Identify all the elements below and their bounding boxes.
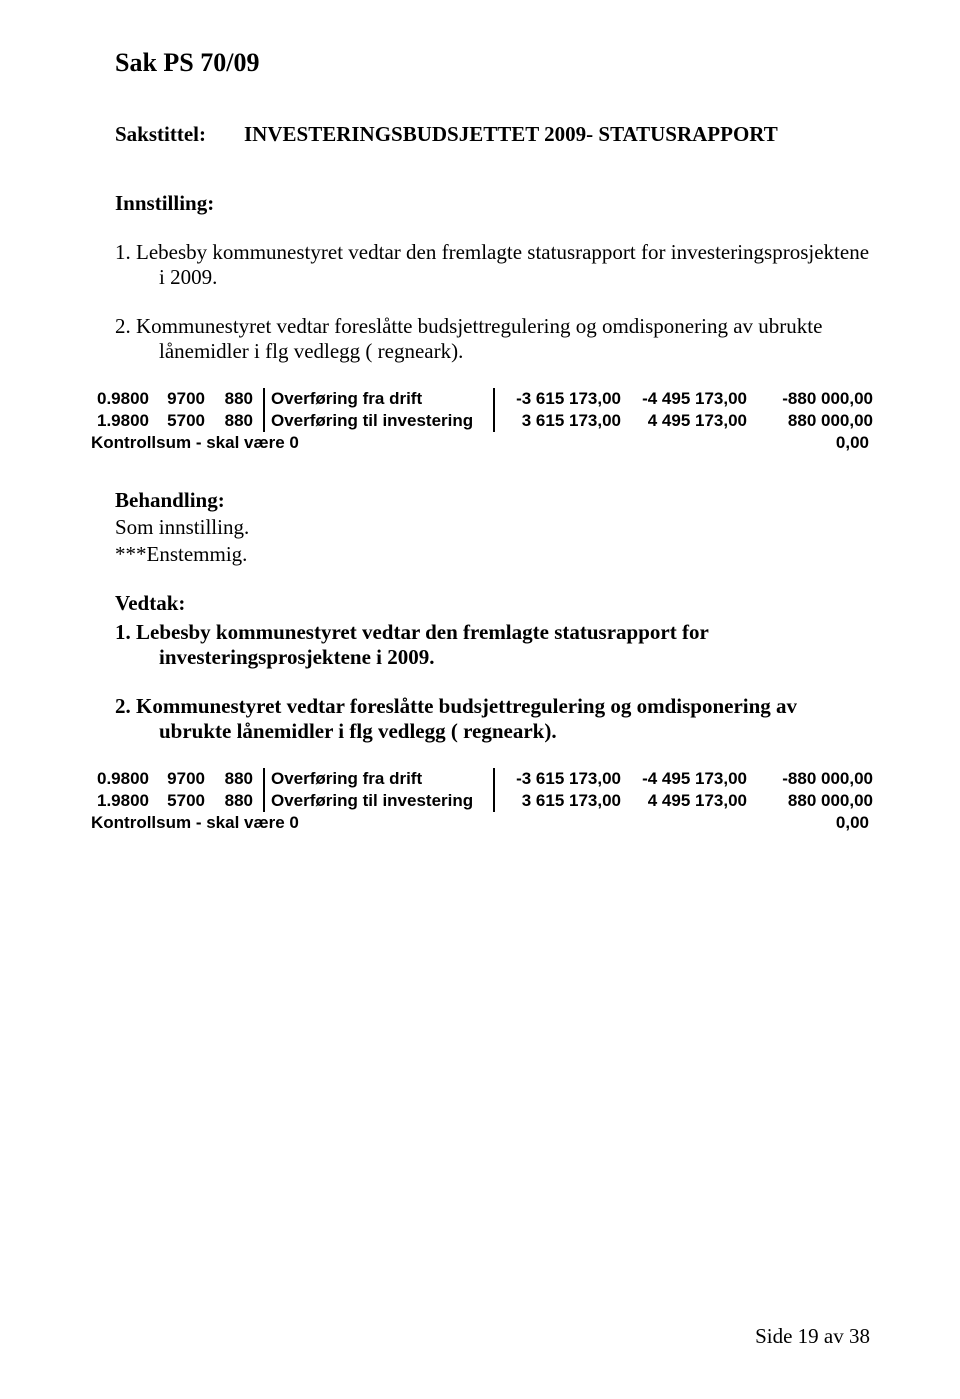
vedtak-para-1: 1. Lebesby kommunestyret vedtar den frem… — [159, 620, 870, 670]
kontrollsum-value: 0,00 — [743, 433, 869, 453]
page-header: Sak PS 70/09 — [115, 48, 870, 78]
cell: 5700 — [157, 411, 213, 431]
cell: 1.9800 — [87, 791, 157, 811]
cell: -3 615 173,00 — [495, 769, 621, 789]
page-footer: Side 19 av 38 — [755, 1324, 870, 1349]
vedtak-para-2: 2. Kommunestyret vedtar foreslåtte budsj… — [159, 694, 870, 744]
cell: Overføring fra drift — [265, 389, 493, 409]
cell: -880 000,00 — [747, 769, 873, 789]
table-2: 0.9800 9700 880 Overføring fra drift -3 … — [87, 768, 887, 834]
cell: 1.9800 — [87, 411, 157, 431]
table-row: Kontrollsum - skal være 0 0,00 — [87, 432, 887, 454]
cell: -880 000,00 — [747, 389, 873, 409]
vedtak-label: Vedtak: — [115, 591, 870, 616]
innstilling-label: Innstilling: — [115, 191, 870, 216]
kontrollsum-value: 0,00 — [743, 813, 869, 833]
cell: -3 615 173,00 — [495, 389, 621, 409]
cell: 880 — [213, 769, 263, 789]
innstilling-para-2: 2. Kommunestyret vedtar foreslåtte budsj… — [159, 314, 870, 364]
table-1: 0.9800 9700 880 Overføring fra drift -3 … — [87, 388, 887, 454]
cell: 3 615 173,00 — [495, 411, 621, 431]
cell: 880 — [213, 791, 263, 811]
behandling-line-2: ***Enstemmig. — [115, 542, 870, 567]
cell: 0.9800 — [87, 769, 157, 789]
table-row: 1.9800 5700 880 Overføring til investeri… — [87, 410, 887, 432]
cell: Overføring til investering — [265, 411, 493, 431]
cell: -4 495 173,00 — [621, 769, 747, 789]
kontrollsum-label: Kontrollsum - skal være 0 — [87, 813, 491, 833]
cell: Overføring til investering — [265, 791, 493, 811]
cell: 0.9800 — [87, 389, 157, 409]
table-row: 1.9800 5700 880 Overføring til investeri… — [87, 790, 887, 812]
cell: 9700 — [157, 769, 213, 789]
innstilling-para-1: 1. Lebesby kommunestyret vedtar den frem… — [159, 240, 870, 290]
behandling-label: Behandling: — [115, 488, 870, 513]
cell: 880 000,00 — [747, 791, 873, 811]
cell: Overføring fra drift — [265, 769, 493, 789]
cell: -4 495 173,00 — [621, 389, 747, 409]
cell: 3 615 173,00 — [495, 791, 621, 811]
behandling-line-1: Som innstilling. — [115, 515, 870, 540]
sakstittel-value: INVESTERINGSBUDSJETTET 2009- STATUSRAPPO… — [244, 122, 778, 147]
cell: 4 495 173,00 — [621, 791, 747, 811]
sakstittel-label: Sakstittel: — [115, 122, 206, 147]
table-row: 0.9800 9700 880 Overføring fra drift -3 … — [87, 388, 887, 410]
cell: 5700 — [157, 791, 213, 811]
kontrollsum-label: Kontrollsum - skal være 0 — [87, 433, 491, 453]
cell: 880 — [213, 411, 263, 431]
table-row: 0.9800 9700 880 Overføring fra drift -3 … — [87, 768, 887, 790]
table-row: Kontrollsum - skal være 0 0,00 — [87, 812, 887, 834]
cell: 880 000,00 — [747, 411, 873, 431]
cell: 9700 — [157, 389, 213, 409]
cell: 4 495 173,00 — [621, 411, 747, 431]
sakstittel-row: Sakstittel: INVESTERINGSBUDSJETTET 2009-… — [115, 122, 870, 147]
cell: 880 — [213, 389, 263, 409]
